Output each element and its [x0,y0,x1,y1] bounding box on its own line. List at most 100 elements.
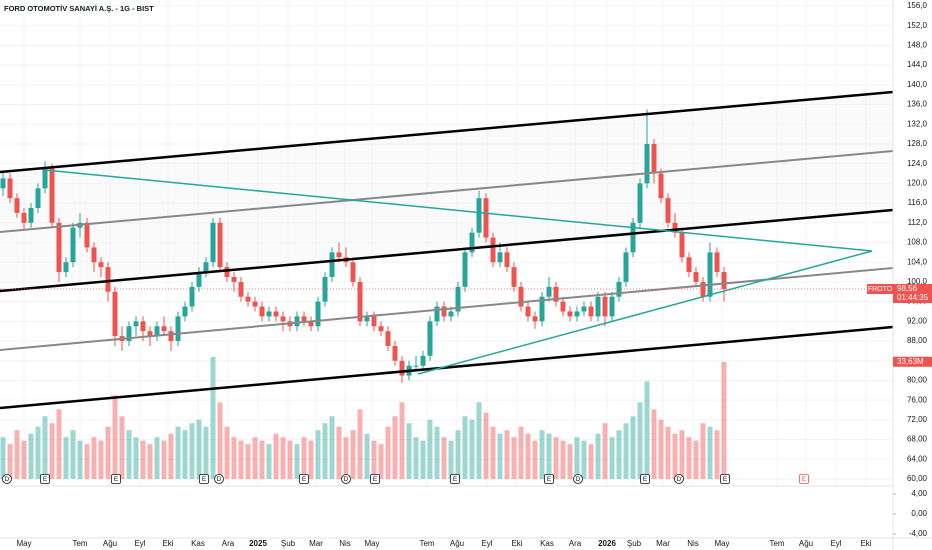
volume-bar [7,444,13,479]
volume-bar [469,419,475,479]
volume-bar [560,440,566,479]
y-tick-label: 132,0 [907,119,928,128]
indicator-tick-label: 0,00 [911,509,927,518]
volume-bar [287,440,293,479]
volume-bar [49,423,55,479]
x-tick-label: May [364,539,379,548]
candle-body [392,345,398,361]
volume-bar [294,444,300,479]
event-marker [640,474,650,484]
drawings [0,90,894,410]
volume-bar [273,433,279,479]
volume-bar [504,430,510,479]
event-label: E [302,476,307,483]
y-tick-label: 104,0 [907,257,928,266]
volume-bar [14,430,20,479]
candle-body [329,252,335,277]
x-tick-label: Eki [860,539,871,548]
event-marker [341,474,351,484]
volume-bar [476,402,482,479]
volume-bar [707,426,713,479]
volume-bar [413,437,419,479]
y-tick-label: 112,0 [908,218,928,227]
trend-line [0,208,894,293]
volume-bar [378,444,384,479]
candle-body [462,252,468,287]
symbol-tag [867,284,893,295]
x-tick-label: Mar [656,539,670,548]
event-marker [199,474,209,484]
candle-body [364,316,370,322]
event-marker [799,474,809,484]
candle-body [315,301,321,327]
event-marker [573,474,583,484]
candle-body [434,306,440,322]
candle-body [651,143,657,174]
event-label: E [453,476,458,483]
candle-body [602,296,608,317]
volume-bar [245,444,251,479]
candle-body [273,311,279,317]
volume-bar [238,440,244,479]
volume-bar [70,430,76,479]
volume-bar [126,430,132,479]
price-tag [893,284,932,304]
volume-bar [91,437,97,479]
volume-bar [224,426,230,479]
volume-bar [686,437,692,479]
volume-bar [203,426,209,479]
volume-bar [616,430,622,479]
volume-bar [77,440,83,479]
volume-bar [364,433,370,479]
candle-body [133,321,139,327]
candle-body [595,296,601,317]
candle-body [266,311,272,317]
candle-body [70,227,76,263]
x-tick-label: Kas [540,539,554,548]
candle-body [665,198,671,223]
volume-bar [301,437,307,479]
event-marker [111,474,121,484]
candle-body [210,222,216,263]
volume-bar [532,440,538,479]
candle-body [693,272,699,282]
y-tick-label: 108,0 [907,238,928,247]
y-tick-label: 136,0 [907,100,928,109]
y-tick-label: 120,0 [907,178,928,187]
volume-bar [336,426,342,479]
candle-body [378,326,384,332]
event-label: E [373,476,378,483]
candle-body [420,355,426,366]
x-tick-label: Ağu [799,539,813,548]
volume-bar [210,357,216,479]
x-tick-label: Eyl [481,539,492,548]
volume-bar [112,395,118,479]
candle-body [140,321,146,332]
candle-body [98,262,104,268]
volume-bar [252,437,258,479]
candle-body [483,198,489,238]
y-tick-label: 100,0 [907,277,928,286]
volume-bar [406,423,412,479]
volume-bar [161,440,167,479]
volume-bar [483,412,489,479]
volume-bar [392,416,398,479]
y-tick-label: 124,0 [907,159,928,168]
candle-body [672,222,678,233]
candle-body [182,306,188,317]
candle-body [91,247,97,263]
volume-bar [581,440,587,479]
candle-body [567,311,573,317]
volume-bar [168,433,174,479]
x-tick-label: Kas [191,539,205,548]
candle-body [497,252,503,263]
event-label: E [202,476,207,483]
volume-bar [679,430,685,479]
volume-bar [343,437,349,479]
volume-bar [56,409,62,479]
candle-body [252,301,258,307]
candle-body [49,168,55,223]
volume-bar [280,437,286,479]
x-tick-label: Eki [511,539,522,548]
event-label: D [677,476,682,483]
